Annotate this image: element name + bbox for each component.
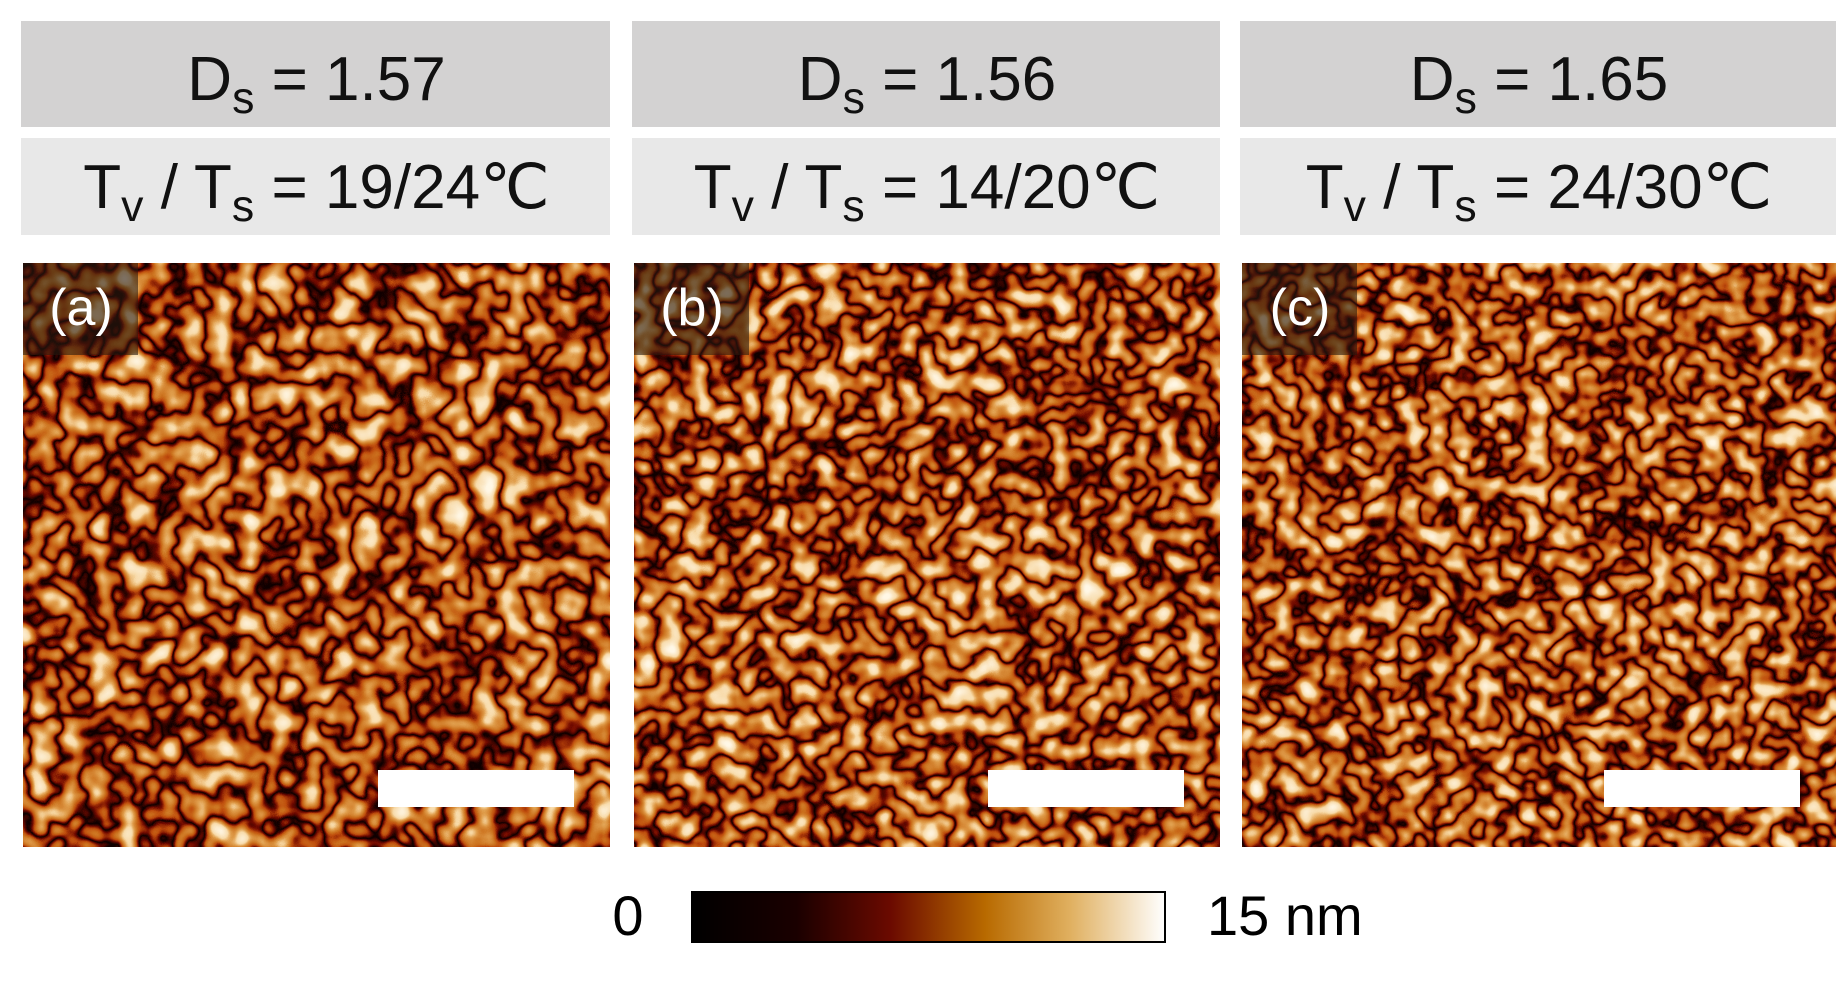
afm-image [1242, 263, 1836, 847]
panel-label: (c) [1270, 279, 1331, 337]
header-ds: Ds = 1.56 [798, 45, 1056, 123]
header-temp: Tv / Ts = 19/24℃ [83, 153, 549, 231]
subscript: s [232, 182, 254, 231]
subscript: s [1454, 182, 1476, 231]
panel-label: (b) [660, 279, 724, 337]
text-run: T [83, 153, 121, 222]
header-ds: Ds = 1.57 [187, 45, 445, 123]
colorbar [691, 891, 1166, 943]
colorbar-min: 0 [612, 884, 643, 947]
subscript: s [842, 182, 864, 231]
text-run: D [798, 45, 843, 114]
scale-bar [1604, 770, 1800, 807]
header-ds-bg [1240, 21, 1836, 127]
header-temp: Tv / Ts = 14/20℃ [694, 153, 1160, 231]
subscript: s [1455, 74, 1477, 123]
text-run: = 14/20℃ [865, 153, 1160, 222]
header-ds-bg [21, 21, 610, 127]
afm-image [23, 263, 610, 847]
text-run: = 1.65 [1477, 45, 1668, 114]
panel-label: (a) [49, 279, 113, 337]
header-temp: Tv / Ts = 24/30℃ [1306, 153, 1772, 231]
label-bg [1242, 263, 1357, 355]
subscript: v [1344, 182, 1367, 231]
scale-bar [378, 770, 574, 807]
text-run: T [1306, 153, 1344, 222]
label-bg [23, 263, 138, 355]
colorbar-max: 15 nm [1207, 884, 1363, 947]
text-run: / T [143, 153, 231, 222]
subscript: s [843, 74, 865, 123]
scale-bar [988, 770, 1184, 807]
text-run: = 1.56 [865, 45, 1056, 114]
header-temp-bg [1240, 138, 1836, 235]
text-run: D [187, 45, 232, 114]
header-temp-bg [632, 138, 1220, 235]
text-run: = 19/24℃ [254, 153, 549, 222]
subscript: s [232, 74, 254, 123]
text-run: D [1410, 45, 1455, 114]
text-run: / T [754, 153, 842, 222]
subscript: v [732, 182, 755, 231]
text-run: = 24/30℃ [1477, 153, 1772, 222]
subscript: v [121, 182, 144, 231]
header-ds: Ds = 1.65 [1410, 45, 1668, 123]
label-bg [634, 263, 749, 355]
text-run: / T [1366, 153, 1454, 222]
text-run: T [694, 153, 732, 222]
header-temp-bg [21, 138, 610, 235]
text-run: = 1.57 [254, 45, 445, 114]
afm-image [634, 263, 1220, 847]
header-ds-bg [632, 21, 1220, 127]
